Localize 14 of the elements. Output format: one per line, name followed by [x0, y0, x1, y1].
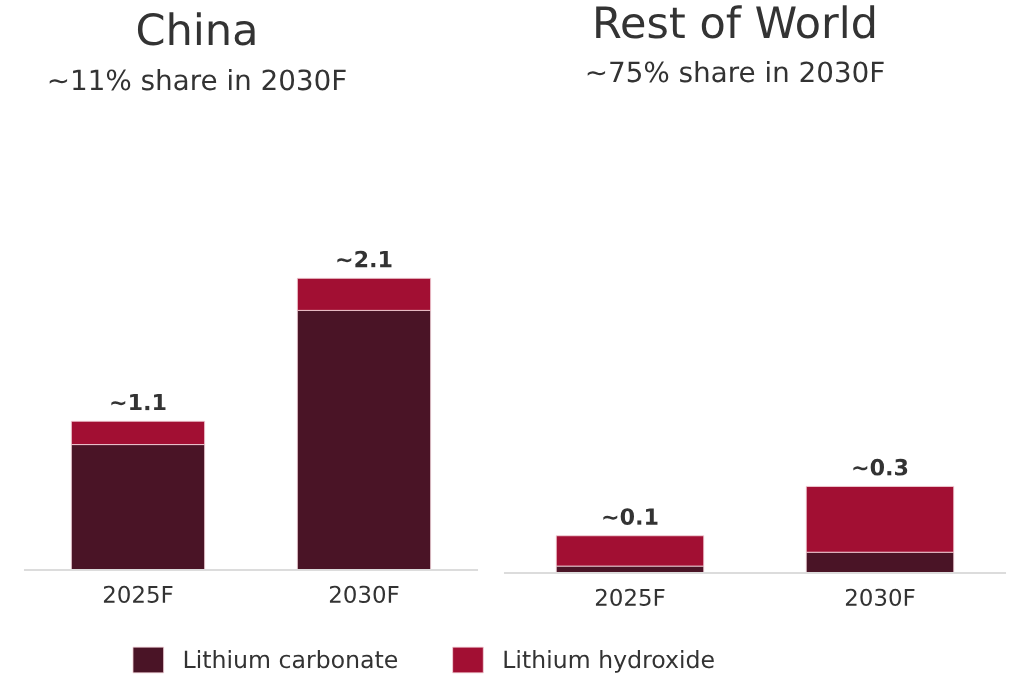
chart-subtitle: ~75% share in 2030F [587, 60, 884, 83]
annotation: ~1.1 [111, 393, 166, 411]
annotation: ~0.1 [603, 508, 658, 525]
x-tick-label: 2030F [845, 588, 915, 607]
chart-title: Rest of World [596, 5, 875, 39]
x-tick-label: 2025F [595, 588, 665, 607]
legend-label: Lithium hydroxide [504, 649, 714, 673]
legend-label: Lithium carbonate [184, 649, 398, 669]
chart-subtitle: ~11% share in 2030F [49, 68, 346, 91]
x-tick-label: 2025F [103, 585, 173, 604]
annotation: ~2.1 [337, 250, 392, 268]
annotation: ~0.3 [853, 458, 908, 476]
chart-title: China [137, 12, 255, 46]
x-tick-label: 2030F [329, 585, 399, 604]
